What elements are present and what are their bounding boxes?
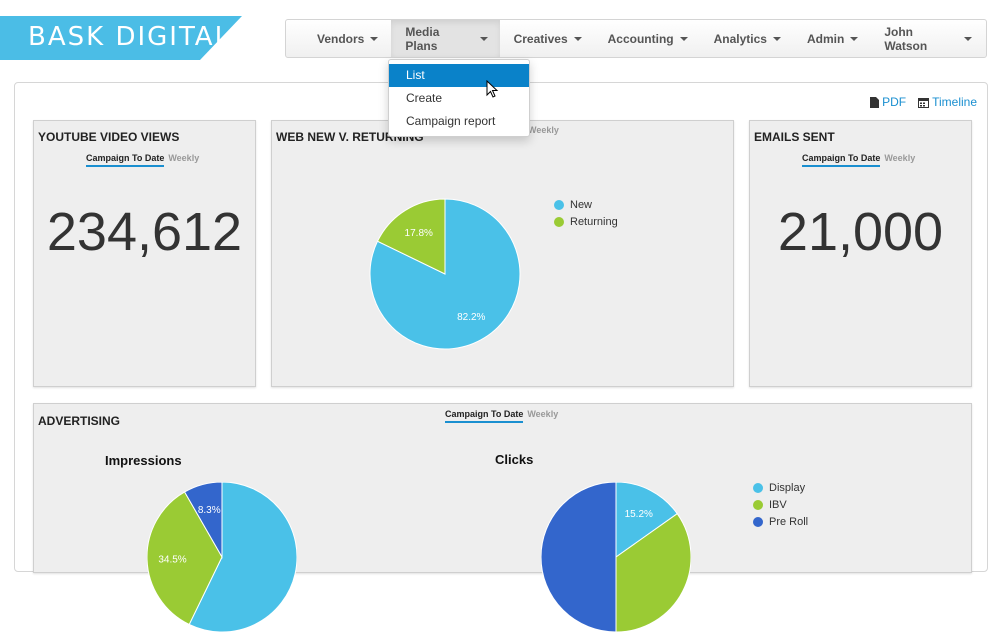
- dropdown-item-list[interactable]: List: [389, 64, 529, 87]
- panel-title: WEB NEW V. RETURNING: [276, 130, 424, 144]
- dropdown-item-create[interactable]: Create: [406, 91, 443, 105]
- nav-accounting[interactable]: Accounting: [596, 20, 702, 57]
- chevron-down-icon: [679, 37, 688, 41]
- pie-slice-label: 82.2%: [457, 312, 485, 323]
- nav-creatives[interactable]: Creatives: [500, 20, 596, 57]
- emails-sent-panel: EMAILS SENT Campaign To Date Weekly 21,0…: [749, 120, 972, 387]
- chevron-down-icon: [964, 37, 972, 41]
- pdf-label: PDF: [882, 95, 907, 109]
- advertising-legend: Display IBV Pre Roll: [753, 479, 808, 530]
- file-icon: [870, 96, 880, 108]
- web-pie-chart: 82.2% 17.8%: [369, 198, 521, 350]
- legend-label-display: Display: [769, 481, 806, 494]
- pie-slice-pre-roll[interactable]: [183, 482, 223, 559]
- impressions-chart-title: Impressions: [105, 453, 182, 468]
- nav-analytics-label: Analytics: [713, 31, 767, 46]
- legend-item-display[interactable]: Display: [753, 479, 808, 496]
- panel-title: EMAILS SENT: [754, 130, 835, 144]
- legend-swatch: [753, 482, 763, 493]
- advertising-panel: ADVERTISING Campaign To Date Weekly Impr…: [33, 403, 972, 632]
- tab-campaign-to-date[interactable]: Campaign To Date: [445, 409, 524, 423]
- legend-item-new[interactable]: New: [554, 196, 618, 213]
- legend-swatch: [753, 516, 763, 527]
- period-tabs: Campaign To Date Weekly: [802, 153, 915, 167]
- clicks-pie-chart: 15.2%: [541, 482, 691, 632]
- tab-weekly[interactable]: Weekly: [884, 153, 916, 163]
- legend-label-pre-roll: Pre Roll: [769, 515, 809, 528]
- legend-item-returning[interactable]: Returning: [554, 213, 618, 230]
- pie-slice-label: 34.5%: [158, 555, 186, 566]
- chevron-down-icon: [772, 37, 781, 41]
- impressions-pie-chart: 34.5% 8.3%: [147, 482, 297, 632]
- chevron-down-icon: [479, 37, 488, 41]
- youtube-views-panel: YOUTUBE VIDEO VIEWS Campaign To Date Wee…: [33, 120, 256, 387]
- nav-accounting-label: Accounting: [607, 31, 674, 46]
- web-legend: New Returning: [554, 196, 618, 230]
- calendar-icon: [918, 97, 930, 108]
- nav-analytics[interactable]: Analytics: [702, 20, 795, 57]
- panel-title: YOUTUBE VIDEO VIEWS: [38, 130, 180, 144]
- chevron-down-icon: [573, 37, 582, 41]
- pie-slice-label: 17.8%: [405, 228, 433, 239]
- web-new-returning-panel: WEB NEW V. RETURNING Weekly 82.2% 17.8% N…: [271, 120, 734, 387]
- main-nav: Vendors Media Plans Creatives Accounting…: [285, 19, 987, 58]
- nav-vendors[interactable]: Vendors: [286, 20, 391, 57]
- brand-logo[interactable]: BASK DIGITAL: [0, 16, 242, 60]
- nav-user-label: John Watson: [884, 24, 928, 53]
- mouse-cursor-icon: [486, 80, 499, 98]
- pie-slice-label: 8.3%: [198, 505, 221, 516]
- tab-campaign-to-date[interactable]: Campaign To Date: [802, 153, 881, 167]
- dashboard-container: PDF Timeline YOUTUBE VIDEO VIEWS Campaig…: [14, 82, 988, 632]
- pdf-link[interactable]: PDF: [870, 95, 906, 109]
- legend-swatch: [554, 216, 564, 227]
- nav-admin[interactable]: Admin: [795, 20, 872, 57]
- logo-text: BASK DIGITAL: [28, 22, 232, 52]
- export-links: PDF Timeline: [870, 95, 977, 109]
- chevron-down-icon: [370, 37, 379, 41]
- youtube-views-value: 234,612: [46, 202, 243, 262]
- legend-label-ibv: IBV: [769, 498, 787, 511]
- period-tabs: Campaign To Date Weekly: [445, 409, 558, 423]
- legend-label-new: New: [570, 198, 593, 211]
- pie-slice-display[interactable]: [615, 482, 678, 558]
- media-plans-dropdown: List Create Campaign report: [388, 59, 530, 137]
- nav-creatives-label: Creatives: [513, 31, 568, 46]
- logo-banner: [0, 16, 242, 60]
- nav-admin-label: Admin: [806, 31, 845, 46]
- nav-user-menu[interactable]: John Watson: [872, 20, 986, 57]
- timeline-link[interactable]: Timeline: [918, 95, 977, 109]
- legend-swatch: [554, 199, 564, 210]
- pie-slice-returning[interactable]: [376, 198, 446, 275]
- chevron-down-icon: [850, 37, 859, 41]
- tab-weekly[interactable]: Weekly: [168, 153, 200, 163]
- tab-campaign-to-date[interactable]: Campaign To Date: [86, 153, 165, 167]
- timeline-label: Timeline: [932, 95, 977, 109]
- emails-sent-value: 21,000: [777, 202, 944, 262]
- legend-label-returning: Returning: [570, 215, 618, 228]
- legend-item-ibv[interactable]: IBV: [753, 496, 808, 513]
- panel-title: ADVERTISING: [38, 414, 121, 428]
- period-tabs: Campaign To Date Weekly: [86, 153, 199, 167]
- tab-weekly[interactable]: Weekly: [527, 409, 559, 419]
- nav-vendors-label: Vendors: [317, 31, 365, 46]
- pie-slice-pre-roll[interactable]: [541, 482, 617, 632]
- legend-item-pre-roll[interactable]: Pre Roll: [753, 513, 808, 530]
- pie-slice-label: 15.2%: [625, 509, 653, 520]
- nav-media-plans-label: Media Plans: [405, 24, 440, 53]
- clicks-chart-title: Clicks: [495, 452, 534, 467]
- nav-media-plans[interactable]: Media Plans: [391, 20, 500, 57]
- tab-weekly[interactable]: Weekly: [528, 125, 559, 135]
- legend-swatch: [753, 499, 763, 510]
- dropdown-item-campaign-report[interactable]: Campaign report: [406, 114, 496, 128]
